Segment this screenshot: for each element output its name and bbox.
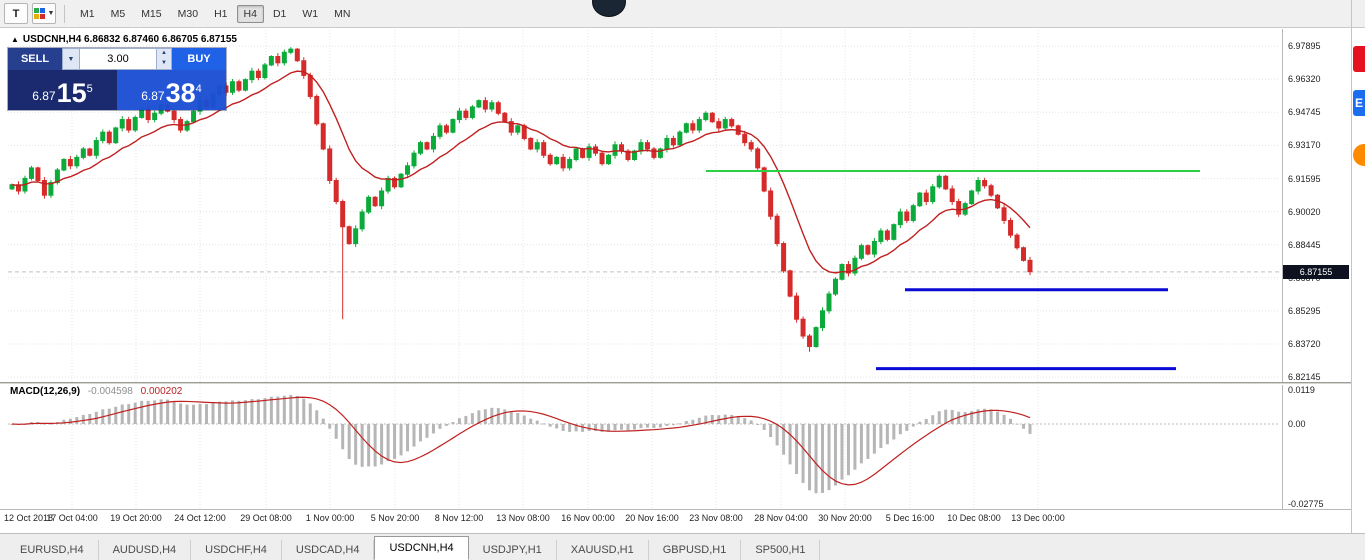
macd-axis-label: 0.0119 bbox=[1288, 384, 1315, 395]
sell-button[interactable]: SELL bbox=[8, 48, 62, 70]
timeframe-button-M30[interactable]: M30 bbox=[177, 7, 199, 20]
macd-signal-line bbox=[11, 396, 1031, 486]
symbol-tab-bar: EURUSD,H4 AUDUSD,H4 USDCHF,H4 USDCAD,H4 USDC… bbox=[0, 533, 1365, 560]
macd-main-value: -0.004598 bbox=[87, 386, 133, 397]
timeframe-button-W1[interactable]: W1 bbox=[302, 7, 319, 20]
symbol-tab-USDCHF-H4[interactable]: USDCHF,H4 bbox=[191, 540, 282, 560]
buy-price-big: 38 bbox=[165, 78, 196, 108]
time-axis-label: 28 Nov 04:00 bbox=[754, 513, 808, 523]
indicators-icon[interactable]: ▼ bbox=[32, 3, 56, 24]
time-axis-label: 5 Nov 20:00 bbox=[370, 513, 420, 523]
palette-icon bbox=[33, 8, 45, 19]
one-click-trading-panel: SELL ▼ ▲▼ BUY 6.87 15 5 6.87 38 4 bbox=[8, 48, 226, 110]
toolbar-divider bbox=[64, 4, 65, 23]
timeframe-button-M15[interactable]: M15 bbox=[141, 7, 162, 20]
desktop-icon-blue[interactable]: E bbox=[1353, 90, 1365, 116]
time-axis-label: 13 Nov 08:00 bbox=[496, 513, 550, 523]
macd-histogram bbox=[10, 394, 1032, 494]
buy-price-small: 6.87 bbox=[141, 89, 165, 103]
timeframe-bar: M1 M5 M15 M30 H1 H4 D1 W1 MN bbox=[73, 4, 357, 23]
time-axis-label: 29 Oct 08:00 bbox=[240, 513, 292, 523]
time-axis-label: 30 Nov 20:00 bbox=[818, 513, 872, 523]
time-axis-label: 12 Oct 2018 bbox=[4, 513, 54, 523]
buy-price-sup: 4 bbox=[195, 83, 202, 95]
pane-splitter[interactable] bbox=[0, 382, 1352, 385]
time-axis-label: 13 Dec 00:00 bbox=[1011, 513, 1065, 523]
axis-separator bbox=[1282, 29, 1283, 510]
time-axis-label: 5 Dec 16:00 bbox=[885, 513, 935, 523]
price-axis[interactable]: 6.87155 6.97895 6.96320 6.94745 6.93170 6.91… bbox=[1283, 30, 1351, 509]
time-axis-label: 16 Nov 00:00 bbox=[561, 513, 615, 523]
buy-button[interactable]: BUY bbox=[172, 48, 226, 70]
price-axis-label: 6.85295 bbox=[1288, 305, 1321, 316]
time-axis-label: 10 Dec 08:00 bbox=[947, 513, 1001, 523]
desktop-icon-orange[interactable] bbox=[1353, 144, 1365, 166]
tick-direction-icon: ▲ bbox=[11, 35, 19, 44]
sell-price-sup: 5 bbox=[86, 83, 93, 95]
text-tool-icon[interactable]: T bbox=[4, 3, 28, 24]
symbol-tab-USDCAD-H4[interactable]: USDCAD,H4 bbox=[282, 540, 375, 560]
macd-name: MACD(12,26,9) bbox=[10, 386, 81, 397]
timeframe-button-M5[interactable]: M5 bbox=[110, 7, 126, 20]
sell-price-small: 6.87 bbox=[32, 89, 56, 103]
symbol-tab-EURUSD-H4[interactable]: EURUSD,H4 bbox=[6, 540, 99, 560]
price-axis-label: 6.83720 bbox=[1288, 339, 1321, 349]
current-price-badge: 6.87155 bbox=[1283, 264, 1349, 279]
symbol-tab-XAUUSD-H1[interactable]: XAUUSD,H1 bbox=[557, 540, 649, 560]
symbol-tab-USDCNH-H4[interactable]: USDCNH,H4 bbox=[374, 536, 469, 560]
chevron-down-icon: ▼ bbox=[47, 10, 55, 17]
time-axis-label: 23 Nov 08:00 bbox=[689, 513, 743, 523]
price-axis-label: 6.88445 bbox=[1288, 239, 1321, 250]
price-axis-label: 6.97895 bbox=[1288, 41, 1321, 52]
symbol-tab-USDJPY-H1[interactable]: USDJPY,H1 bbox=[469, 540, 557, 560]
timeframe-button-M1[interactable]: M1 bbox=[80, 7, 95, 20]
price-axis-label: 6.94745 bbox=[1288, 107, 1321, 118]
timeframe-button-H4[interactable]: H4 bbox=[236, 4, 264, 23]
buy-price-area[interactable]: 6.87 38 4 bbox=[117, 70, 226, 110]
macd-axis-label: 0.00 bbox=[1288, 418, 1306, 429]
time-axis-label: 8 Nov 12:00 bbox=[434, 513, 484, 523]
symbol-info-line: ▲ USDCNH,H4 6.86832 6.87460 6.86705 6.87… bbox=[8, 34, 240, 45]
time-axis-label: 24 Oct 12:00 bbox=[174, 513, 226, 523]
timeframe-button-H1[interactable]: H1 bbox=[214, 7, 228, 20]
desktop-icon-red[interactable] bbox=[1353, 46, 1365, 72]
bottom-separator bbox=[0, 509, 1352, 510]
volume-dropdown-icon[interactable]: ▼ bbox=[62, 48, 80, 70]
timeframe-button-MN[interactable]: MN bbox=[334, 7, 351, 20]
time-axis-label: 17 Oct 04:00 bbox=[46, 513, 98, 523]
timeframe-button-D1[interactable]: D1 bbox=[272, 7, 287, 20]
price-axis-label: 6.93170 bbox=[1288, 140, 1321, 151]
volume-input[interactable] bbox=[80, 48, 157, 70]
symbol-ohlc-text: USDCNH,H4 6.86832 6.87460 6.86705 6.8715… bbox=[22, 34, 237, 45]
top-toolbar: T ▼ M1 M5 M15 M30 H1 H4 D1 W1 MN bbox=[0, 0, 1365, 28]
time-axis-label: 19 Oct 20:00 bbox=[110, 513, 162, 523]
sell-price-big: 15 bbox=[56, 78, 87, 108]
symbol-tab-GBPUSD-H1[interactable]: GBPUSD,H1 bbox=[649, 540, 742, 560]
time-axis-label: 20 Nov 16:00 bbox=[625, 513, 679, 523]
price-axis-label: 6.90020 bbox=[1288, 206, 1321, 217]
price-axis-label: 6.96320 bbox=[1288, 74, 1321, 85]
time-axis[interactable]: 12 Oct 2018 17 Oct 04:00 19 Oct 20:00 24 Oc… bbox=[0, 510, 1352, 530]
price-axis-label: 6.82145 bbox=[1288, 372, 1321, 383]
macd-indicator-label: MACD(12,26,9) -0.004598 0.000202 bbox=[8, 386, 185, 397]
stepper-down-icon[interactable]: ▼ bbox=[157, 59, 171, 69]
symbol-tab-AUDUSD-H4[interactable]: AUDUSD,H4 bbox=[99, 540, 192, 560]
volume-stepper[interactable]: ▲ ▼ bbox=[157, 48, 172, 70]
sell-price-area[interactable]: 6.87 15 5 bbox=[8, 70, 117, 110]
macd-signal-value: 0.000202 bbox=[140, 386, 183, 397]
time-axis-label: 1 Nov 00:00 bbox=[305, 513, 355, 523]
window-right-edge bbox=[1351, 0, 1352, 533]
stepper-up-icon[interactable]: ▲ bbox=[157, 49, 171, 59]
macd-axis-label: -0.02775 bbox=[1288, 498, 1324, 509]
symbol-tab-SP500-H1[interactable]: SP500,H1 bbox=[741, 540, 821, 560]
price-axis-label: 6.91595 bbox=[1288, 173, 1321, 184]
